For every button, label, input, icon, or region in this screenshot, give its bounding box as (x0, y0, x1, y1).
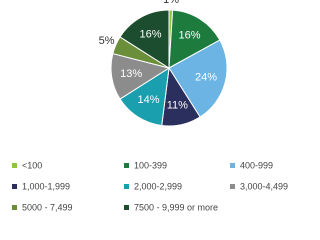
legend-label: 1,000-1,999 (22, 181, 70, 191)
legend-swatch (124, 184, 129, 189)
value-label: 24% (195, 71, 217, 83)
value-label: 16% (140, 28, 162, 40)
legend-label: <100 (22, 160, 42, 170)
value-label: 16% (178, 30, 200, 42)
pie-slice (168, 39, 228, 118)
legend-swatch (124, 205, 129, 210)
value-label: 1% (163, 0, 179, 6)
value-label: 13% (120, 68, 142, 80)
value-label: 5% (99, 35, 115, 47)
legend-swatch (230, 184, 235, 189)
legend-swatch (12, 163, 17, 168)
legend-label: 2,000-2,999 (134, 181, 182, 191)
legend-label: 400-999 (240, 160, 273, 170)
legend-swatch (124, 163, 129, 168)
pie-slice (119, 67, 170, 127)
value-label: 14% (137, 94, 159, 106)
legend-label: 100-399 (134, 160, 167, 170)
legend-swatch (12, 184, 17, 189)
legend-swatch (12, 205, 17, 210)
pie-slice (168, 9, 221, 69)
pie-slice (119, 9, 170, 69)
legend-label: 5000 - 7,499 (22, 202, 73, 212)
legend-label: 3,000-4,499 (240, 181, 288, 191)
value-label: 11% (167, 99, 188, 111)
legend-label: 7500 - 9,999 or more (134, 202, 218, 212)
legend-swatch (230, 163, 235, 168)
chart: 1% 16% 24% 11% 14% 13% 5% 16% <100 100-399 400-999… (12, 0, 288, 212)
